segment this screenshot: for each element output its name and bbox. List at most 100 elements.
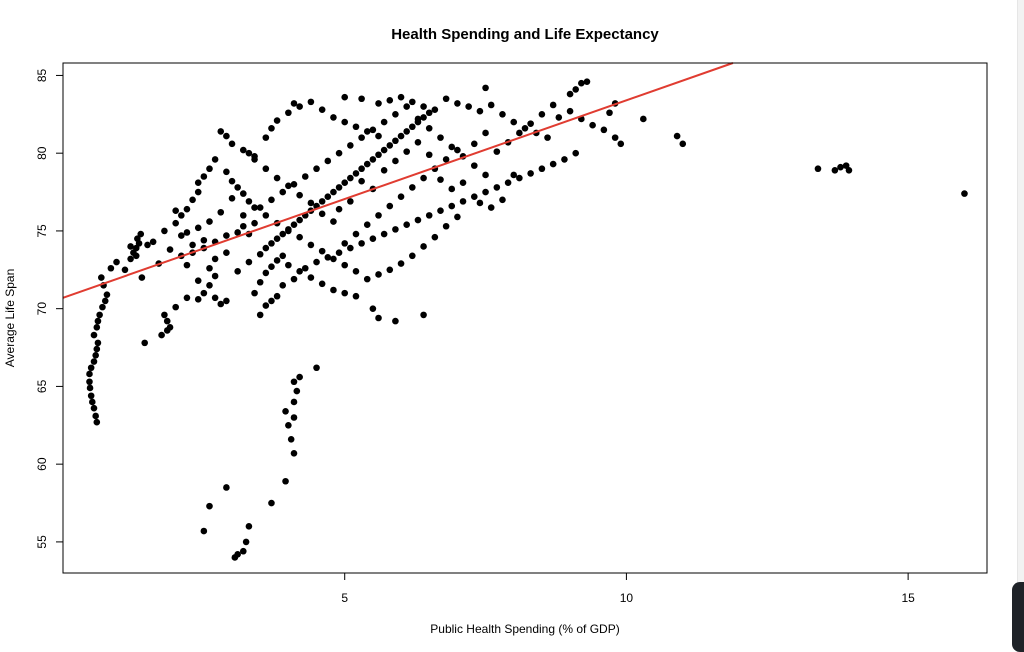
data-point	[386, 142, 394, 149]
data-point	[352, 292, 360, 300]
x-axis-label: Public Health Spending (% of GDP)	[430, 622, 619, 636]
side-panel-tab[interactable]	[1012, 582, 1024, 652]
data-point	[324, 254, 332, 261]
data-point	[285, 227, 292, 235]
data-point	[363, 128, 371, 135]
data-point	[290, 414, 298, 421]
data-point	[307, 98, 315, 106]
data-point	[87, 364, 95, 372]
data-point	[352, 123, 360, 131]
data-point	[273, 235, 281, 243]
data-point	[330, 188, 337, 196]
data-point	[600, 126, 608, 134]
data-point	[163, 327, 171, 334]
data-point	[217, 208, 225, 216]
data-point	[206, 502, 213, 510]
data-point	[363, 221, 371, 229]
data-point	[352, 230, 360, 238]
data-point	[223, 168, 230, 176]
data-point	[831, 166, 839, 174]
data-point	[352, 268, 360, 275]
data-point	[516, 129, 523, 137]
data-point	[172, 303, 179, 311]
data-point	[223, 249, 230, 256]
data-point	[369, 156, 377, 163]
data-point	[93, 418, 101, 426]
data-point	[307, 274, 315, 281]
data-point	[90, 358, 98, 365]
data-point	[88, 398, 96, 406]
data-point	[211, 272, 219, 280]
data-point	[420, 243, 427, 250]
data-point	[239, 212, 247, 219]
data-point	[87, 392, 95, 400]
data-point	[510, 118, 518, 126]
data-point	[234, 184, 241, 191]
data-point	[470, 193, 478, 201]
data-point	[403, 221, 410, 229]
data-point	[837, 163, 844, 171]
data-point	[279, 188, 287, 196]
data-point	[499, 196, 506, 204]
data-point	[234, 229, 241, 236]
data-point	[296, 216, 303, 224]
data-point	[572, 86, 580, 93]
data-point	[425, 109, 433, 117]
data-point	[335, 184, 343, 191]
data-point	[341, 93, 349, 101]
data-point	[239, 547, 247, 555]
data-point	[256, 204, 264, 211]
data-point	[363, 160, 371, 168]
data-point	[437, 176, 444, 183]
data-point	[318, 247, 326, 255]
data-point	[282, 477, 289, 485]
data-point	[296, 373, 303, 381]
y-tick-label: 80	[35, 146, 49, 160]
data-point	[499, 111, 506, 118]
data-point	[318, 106, 326, 113]
data-point	[144, 241, 151, 249]
data-point	[380, 146, 388, 154]
data-point	[566, 107, 574, 115]
data-point	[239, 190, 247, 197]
data-point	[290, 180, 298, 188]
data-point	[330, 286, 337, 294]
data-point	[285, 421, 292, 429]
data-point	[172, 207, 179, 215]
data-point	[94, 339, 102, 347]
data-point	[358, 240, 365, 247]
data-point	[99, 303, 106, 311]
data-point	[206, 165, 213, 173]
data-point	[262, 269, 270, 277]
data-point	[228, 177, 236, 185]
data-point	[375, 151, 382, 159]
data-point	[290, 100, 298, 107]
data-point	[420, 311, 427, 319]
data-point	[409, 98, 416, 106]
data-point	[572, 149, 580, 157]
data-point	[285, 182, 292, 190]
data-point	[454, 146, 461, 154]
data-point	[578, 79, 585, 87]
data-point	[673, 132, 681, 140]
data-point	[324, 193, 332, 201]
data-point	[527, 120, 534, 127]
data-point	[386, 266, 394, 274]
data-point	[476, 107, 484, 115]
data-point	[194, 179, 202, 187]
data-point	[301, 173, 309, 180]
data-point	[178, 232, 185, 239]
data-point	[256, 278, 264, 286]
y-tick-label: 70	[35, 302, 49, 316]
x-axis: 5 10 15	[341, 573, 915, 605]
y-tick-label: 85	[35, 68, 49, 82]
data-point	[251, 219, 258, 227]
data-point	[194, 188, 202, 196]
data-point	[103, 291, 111, 298]
data-point	[527, 170, 534, 177]
data-point	[245, 523, 253, 530]
data-point	[296, 103, 303, 110]
data-point	[392, 317, 399, 325]
data-point	[409, 184, 416, 191]
